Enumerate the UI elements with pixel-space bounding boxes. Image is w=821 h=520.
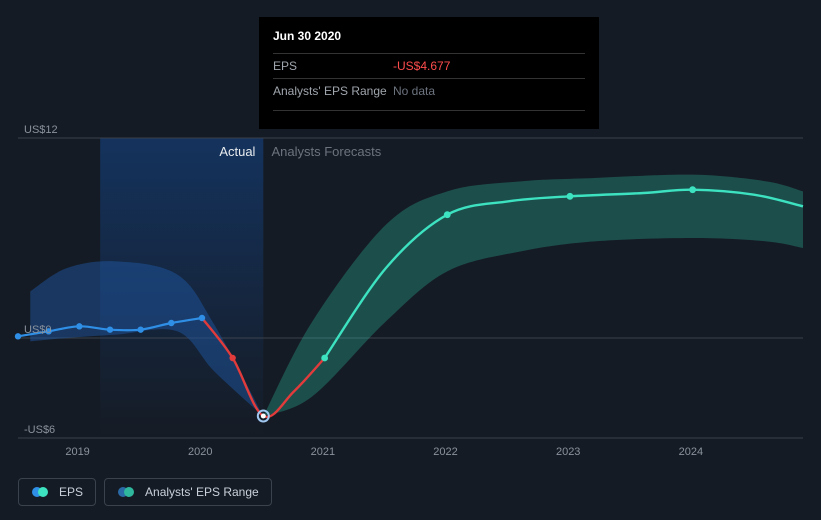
legend-label: EPS xyxy=(59,485,83,499)
tooltip-row: Analysts' EPS Range No data xyxy=(273,78,585,111)
hover-tooltip: Jun 30 2020 EPS -US$4.677 Analysts' EPS … xyxy=(259,17,599,129)
tooltip-row-value: -US$4.677 xyxy=(393,57,585,75)
x-axis-label: 2022 xyxy=(433,446,457,458)
y-axis-label: US$12 xyxy=(24,124,58,136)
actual-label: Actual xyxy=(219,144,255,159)
x-axis-label: 2021 xyxy=(311,446,335,458)
eps-forecast-chart: -US$6 US$0 US$12 2019 2020 2021 2022 202… xyxy=(0,0,821,520)
forecast-label: Analysts Forecasts xyxy=(271,144,381,159)
tooltip-date: Jun 30 2020 xyxy=(273,27,585,49)
x-axis-label: 2020 xyxy=(188,446,212,458)
x-axis-label: 2024 xyxy=(679,446,703,458)
legend-item-range[interactable]: Analysts' EPS Range xyxy=(104,478,272,506)
tooltip-row-label: EPS xyxy=(273,57,393,75)
tooltip-row: EPS -US$4.677 xyxy=(273,53,585,78)
x-axis-label: 2019 xyxy=(65,446,89,458)
y-axis-label: US$0 xyxy=(24,324,52,336)
tooltip-row-value: No data xyxy=(393,82,585,100)
y-axis-label: -US$6 xyxy=(24,424,55,436)
legend-swatch-icon xyxy=(117,486,135,498)
section-labels: Actual Analysts Forecasts xyxy=(219,144,381,159)
legend-item-eps[interactable]: EPS xyxy=(18,478,96,506)
tooltip-row-label: Analysts' EPS Range xyxy=(273,82,393,100)
legend-swatch-icon xyxy=(31,486,49,498)
x-axis-label: 2023 xyxy=(556,446,580,458)
legend-label: Analysts' EPS Range xyxy=(145,485,259,499)
legend: EPS Analysts' EPS Range xyxy=(18,478,272,506)
